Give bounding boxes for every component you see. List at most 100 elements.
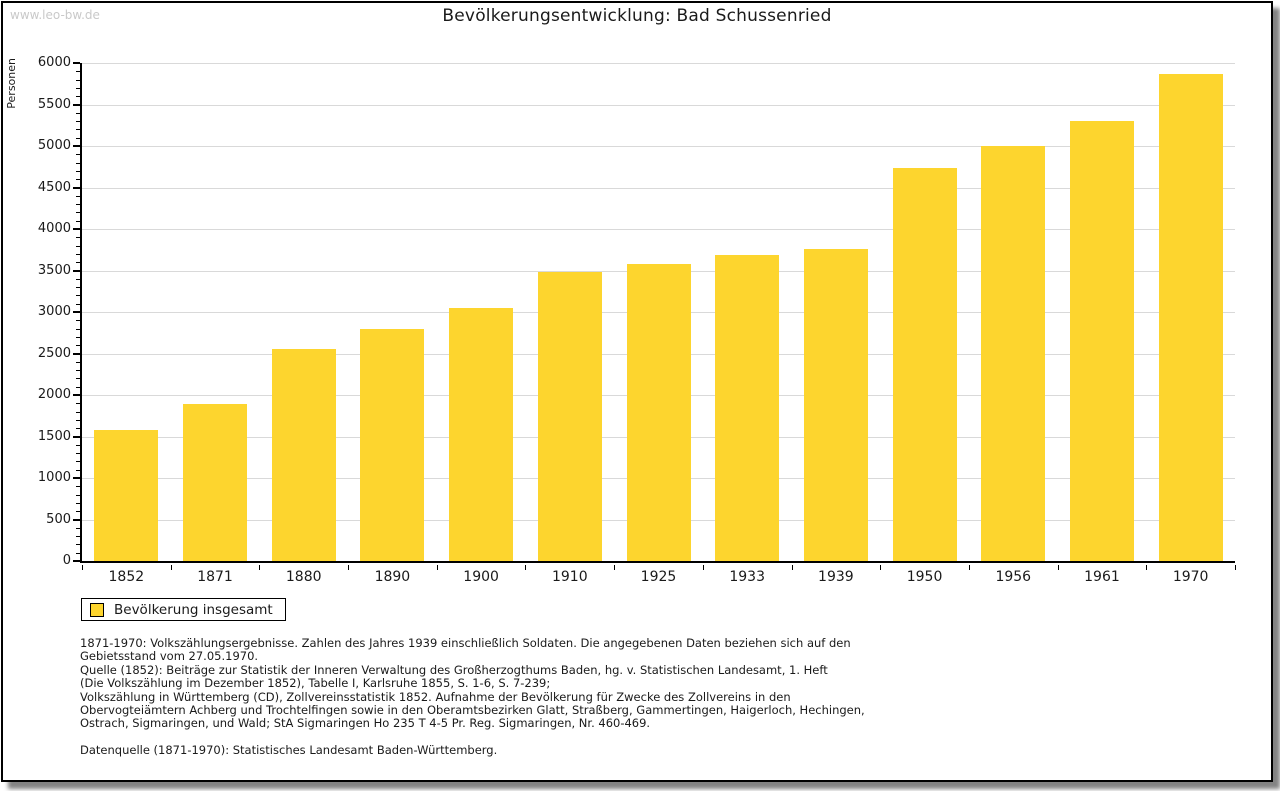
y-tick-minor (76, 511, 80, 513)
bar (892, 168, 957, 561)
x-tick (1146, 565, 1148, 570)
y-tick-label: 3000 (37, 304, 71, 319)
y-tick-minor (76, 411, 80, 413)
y-tick-label: 0 (62, 553, 71, 568)
y-tick-minor (76, 295, 80, 297)
y-tick-minor (76, 162, 80, 164)
x-tick (1235, 565, 1236, 570)
y-tick-minor (76, 204, 80, 206)
y-tick-minor (76, 112, 80, 114)
x-axis-label: 1970 (1172, 569, 1209, 585)
footnotes: 1871-1970: Volkszählungsergebnisse. Zahl… (80, 636, 865, 757)
y-tick-minor (76, 220, 80, 222)
y-tick-minor (76, 71, 80, 73)
y-tick-minor (76, 453, 80, 455)
y-tick-label: 2500 (37, 345, 71, 361)
y-tick-label: 500 (46, 511, 71, 527)
y-tick-minor (76, 536, 80, 538)
y-tick-minor (76, 253, 80, 255)
y-tick-minor (76, 212, 80, 214)
y-tick-minor (76, 278, 80, 280)
y-tick-minor (76, 444, 80, 446)
x-axis-label: 1956 (995, 569, 1032, 585)
x-tick (1057, 565, 1059, 570)
x-tick (525, 565, 527, 570)
bar (449, 307, 514, 561)
footnote-line: Obervogteiämtern Achberg und Trochtelfin… (80, 703, 865, 718)
gridline (82, 187, 1235, 189)
y-tick-minor (76, 195, 80, 197)
y-tick-major (73, 269, 80, 272)
y-tick-major (73, 560, 80, 562)
bar (715, 254, 780, 561)
x-axis-label: 1871 (197, 569, 233, 585)
chart-title: Bevölkerungsentwicklung: Bad Schussenrie… (442, 6, 832, 26)
y-tick-label: 2000 (37, 387, 71, 402)
y-tick-major (73, 311, 80, 313)
y-tick-major (73, 103, 80, 106)
y-tick-minor (76, 370, 80, 372)
y-tick-minor (76, 121, 80, 123)
y-tick-label: 1500 (37, 428, 71, 444)
y-tick-minor (76, 544, 80, 546)
y-tick-minor (76, 428, 80, 430)
x-axis-label: 1852 (108, 569, 145, 585)
y-tick-minor (76, 179, 80, 181)
bar (271, 348, 336, 561)
x-tick (259, 565, 261, 570)
x-axis-label: 1950 (906, 569, 943, 585)
bar (94, 430, 159, 561)
y-tick-minor (76, 336, 80, 338)
x-tick (702, 565, 704, 570)
y-tick-label: 3500 (37, 262, 71, 278)
y-tick-minor (76, 79, 80, 81)
x-tick (170, 565, 172, 570)
y-tick-major (73, 435, 80, 438)
bar (981, 145, 1046, 561)
bar (803, 248, 868, 561)
x-axis-label: 1925 (640, 569, 677, 585)
footnote-spacer (80, 731, 865, 744)
y-tick-minor (76, 245, 80, 247)
gridline (82, 146, 1235, 147)
y-tick-label: 5000 (37, 138, 71, 153)
y-tick-minor (76, 378, 80, 380)
y-tick-minor (76, 552, 80, 554)
x-tick (348, 565, 350, 570)
y-tick-minor (76, 303, 80, 305)
y-tick-minor (76, 386, 80, 388)
y-tick-minor (76, 237, 80, 239)
y-tick-minor (76, 486, 80, 488)
gridline (82, 229, 1235, 230)
x-axis-label: 1961 (1084, 569, 1120, 585)
y-tick-minor (76, 262, 80, 264)
x-axis-label: 1939 (818, 569, 854, 585)
x-tick (82, 565, 83, 570)
legend-swatch (90, 602, 104, 617)
x-tick (968, 565, 970, 570)
x-tick (436, 565, 438, 570)
x-tick (880, 565, 882, 570)
legend: Bevölkerung insgesamt (81, 598, 286, 621)
x-axis-label: 1890 (374, 569, 411, 585)
plot-area (80, 63, 1235, 563)
y-tick-minor (76, 361, 80, 363)
y-tick-minor (76, 328, 80, 330)
y-tick-major (73, 477, 80, 479)
footnote-line: Volkszählung in Württemberg (CD), Zollve… (80, 689, 791, 704)
x-tick (614, 565, 616, 570)
source-note: Datenquelle (1871-1970): Statistisches L… (80, 742, 498, 757)
x-axis-label: 1900 (463, 569, 499, 585)
y-tick-minor (76, 287, 80, 289)
gridline (82, 63, 1235, 64)
footnote-line: Quelle (1852): Beiträge zur Statistik de… (80, 662, 828, 677)
x-axis-label: 1910 (551, 569, 588, 585)
x-axis-label: 1880 (285, 569, 322, 585)
footnote-line: (Die Volkszählung im Dezember 1852), Tab… (80, 676, 551, 691)
footnote-line: Ostrach, Sigmaringen, und Wald; StA Sigm… (80, 716, 651, 731)
watermark: www.leo-bw.de (10, 8, 100, 22)
y-tick-label: 1000 (37, 470, 71, 485)
bar (1069, 120, 1134, 561)
x-axis-label: 1933 (729, 569, 765, 585)
y-tick-minor (76, 419, 80, 421)
